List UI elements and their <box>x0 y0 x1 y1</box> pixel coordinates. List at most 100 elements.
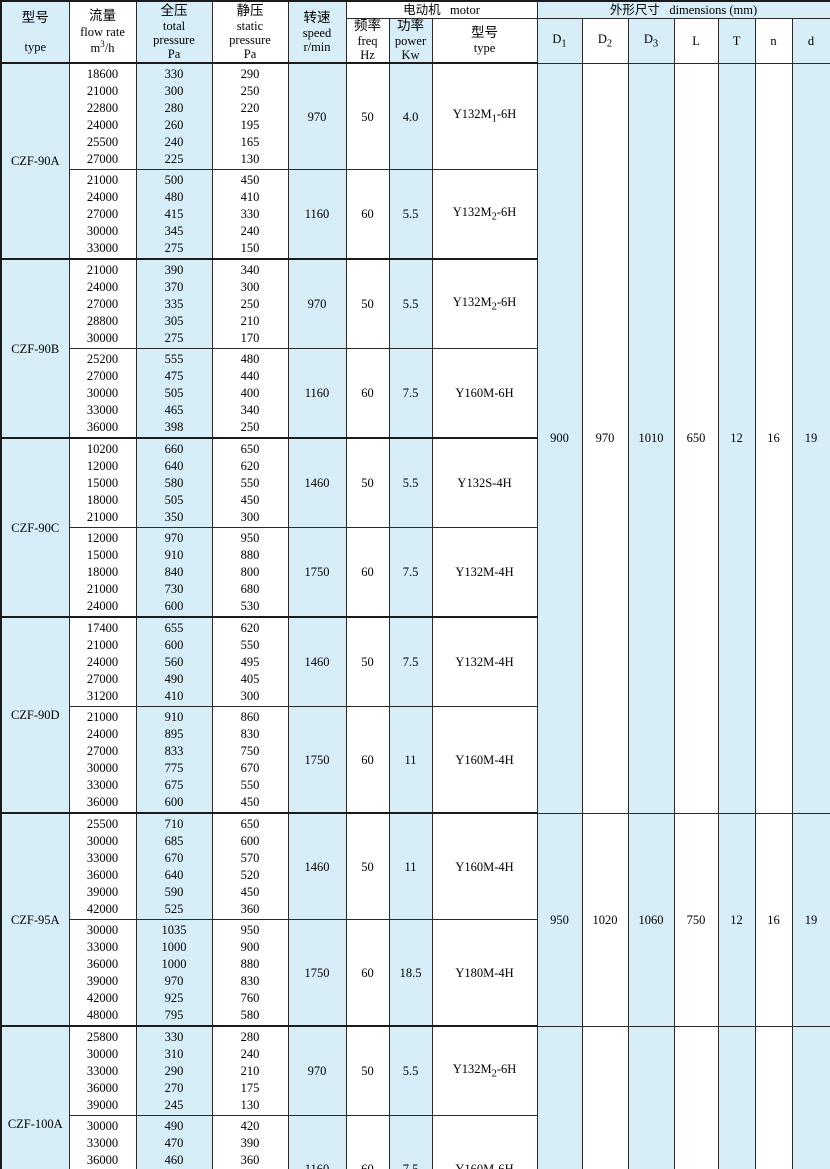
static-pressure-value: 650 <box>240 816 260 831</box>
static-pressure-value: 210 <box>240 1063 260 1078</box>
static-pressure-value: 300 <box>240 279 260 294</box>
total-pressure-value: 245 <box>164 1097 184 1112</box>
dimension-d1-value: 950 <box>550 912 569 927</box>
flow-rate-value: 15000 <box>86 475 119 490</box>
flow-rate-value: 42000 <box>86 990 119 1005</box>
total-pressure-value: 730 <box>164 581 184 596</box>
header-freq-cn: 频率 <box>354 18 381 34</box>
flow-rate-value: 12000 <box>86 530 119 545</box>
header-row-sub: 频率 freq Hz 功率 power Kw 型号 type D1 D2 <box>1 18 830 64</box>
static-pressure-cell: 480 440 400 340 250 <box>211 348 289 439</box>
static-pressure-value: 165 <box>240 134 260 149</box>
total-pressure-value: 505 <box>164 385 184 400</box>
header-cell-flow-rate: 流量 flow rate m3/h <box>68 0 137 64</box>
power-cell: 18.5 <box>388 919 433 1027</box>
motor-type-value: Y132M2-6H <box>452 204 517 223</box>
static-pressure-value: 495 <box>240 654 260 669</box>
total-pressure-value: 970 <box>164 973 184 988</box>
header-flow-unit: m3/h <box>90 38 115 55</box>
total-pressure-cell: 710 685 670 640 590 525 <box>135 812 213 921</box>
static-pressure-value: 195 <box>240 117 260 132</box>
speed-cell: 1750 <box>287 919 347 1027</box>
model-type-cell: CZF-90C <box>0 437 70 618</box>
flow-rate-value: 12000 <box>86 458 119 473</box>
power-value: 7.5 <box>402 386 419 401</box>
dimension-d1-cell: 900 <box>536 62 583 814</box>
table-row: CZF-90D 17400 21000 24000 27000 31200 655 600 56… <box>0 616 830 814</box>
table-row: 21000 24000 27000 30000 33000 36000 910 895 833 7… <box>1 706 830 814</box>
freq-cell: 50 <box>345 812 390 921</box>
dimension-d-value: 19 <box>804 912 818 927</box>
freq-cell: 60 <box>345 169 390 260</box>
total-pressure-cell: 330 310 290 270 245 <box>135 1025 213 1117</box>
static-pressure-value: 800 <box>240 564 260 579</box>
total-pressure-value: 795 <box>164 1007 184 1022</box>
total-pressure-value: 775 <box>164 760 184 775</box>
motor-type-value: Y132M-4H <box>455 655 514 670</box>
header-speed-cn: 转速 <box>303 9 331 26</box>
power-value: 7.5 <box>402 655 419 670</box>
static-pressure-cell: 340 300 250 210 170 <box>211 258 289 350</box>
flow-rate-value: 15000 <box>86 547 119 562</box>
static-pressure-value: 330 <box>240 206 260 221</box>
power-value: 5.5 <box>402 297 419 312</box>
header-cell-t: T <box>717 18 756 64</box>
flow-rate-value: 33000 <box>86 402 119 417</box>
header-freq-unit: Hz <box>360 48 375 63</box>
total-pressure-cell: 490470460435405325 <box>135 1115 213 1169</box>
speed-value: 1160 <box>304 207 330 222</box>
flow-rate-value: 27000 <box>86 151 119 166</box>
model-type-cell: CZF-90B <box>0 258 70 439</box>
flow-rate-value: 30000 <box>86 385 119 400</box>
total-pressure-value: 560 <box>164 654 184 669</box>
static-pressure-value: 340 <box>240 402 260 417</box>
header-cell-d2: D2 <box>581 18 629 64</box>
dimension-l-value: 750 <box>686 912 706 927</box>
static-pressure-value: 360 <box>240 901 260 916</box>
dimension-d2-cell: 970 <box>581 62 629 814</box>
static-pressure-value: 405 <box>240 671 260 686</box>
flow-rate-value: 24000 <box>86 598 119 613</box>
static-pressure-value: 950 <box>240 530 260 545</box>
table-row: CZF-95A 25500 30000 33000 36000 39000 42000 710… <box>0 812 830 1027</box>
static-pressure-value: 830 <box>240 726 260 741</box>
header-motor-en: motor <box>450 3 480 17</box>
total-pressure-value: 580 <box>164 475 184 490</box>
header-total-en2: pressure <box>153 32 195 47</box>
static-pressure-value: 880 <box>240 956 260 971</box>
motor-type-value: Y180M-4H <box>455 965 514 980</box>
flow-rate-value: 30000 <box>86 1118 119 1133</box>
dimension-d3-cell: 1060 <box>627 812 675 1027</box>
model-type-cell: CZF-90A <box>0 62 70 260</box>
freq-value: 50 <box>361 297 374 312</box>
flow-rate-cell: 21000 24000 27000 30000 33000 36000 <box>68 706 137 814</box>
static-pressure-value: 250 <box>240 83 260 98</box>
speed-cell: 1160 <box>287 169 347 260</box>
static-pressure-value: 400 <box>240 385 260 400</box>
static-pressure-value: 450 <box>240 492 260 507</box>
dimension-l-value: 650 <box>686 431 706 446</box>
static-pressure-value: 520 <box>240 867 260 882</box>
flow-rate-value: 33000 <box>86 850 119 865</box>
table-row: 25200 27000 30000 33000 36000 555 475 505 465 398… <box>1 348 830 439</box>
speed-cell: 1160 <box>287 1115 347 1169</box>
flow-rate-value: 24000 <box>86 654 119 669</box>
speed-value: 970 <box>307 1064 327 1079</box>
total-pressure-value: 275 <box>164 240 184 255</box>
static-pressure-value: 130 <box>240 151 260 166</box>
total-pressure-value: 330 <box>164 66 184 81</box>
total-pressure-value: 225 <box>164 151 184 166</box>
static-pressure-value: 670 <box>240 760 260 775</box>
freq-value: 60 <box>361 1161 374 1169</box>
speed-cell: 1460 <box>287 812 347 921</box>
static-pressure-value: 760 <box>240 990 260 1005</box>
flow-rate-value: 30000 <box>86 760 119 775</box>
flow-rate-value: 36000 <box>86 794 119 809</box>
flow-rate-value: 30000 <box>86 330 119 345</box>
freq-value: 50 <box>361 859 374 874</box>
dimension-t-value: 12 <box>730 912 743 927</box>
flow-rate-cell: 25200 27000 30000 33000 36000 <box>68 348 137 439</box>
flow-rate-cell: 25800 30000 33000 36000 39000 <box>68 1025 137 1117</box>
total-pressure-value: 240 <box>164 134 184 149</box>
header-dimensions-en: dimensions (mm) <box>669 3 758 17</box>
